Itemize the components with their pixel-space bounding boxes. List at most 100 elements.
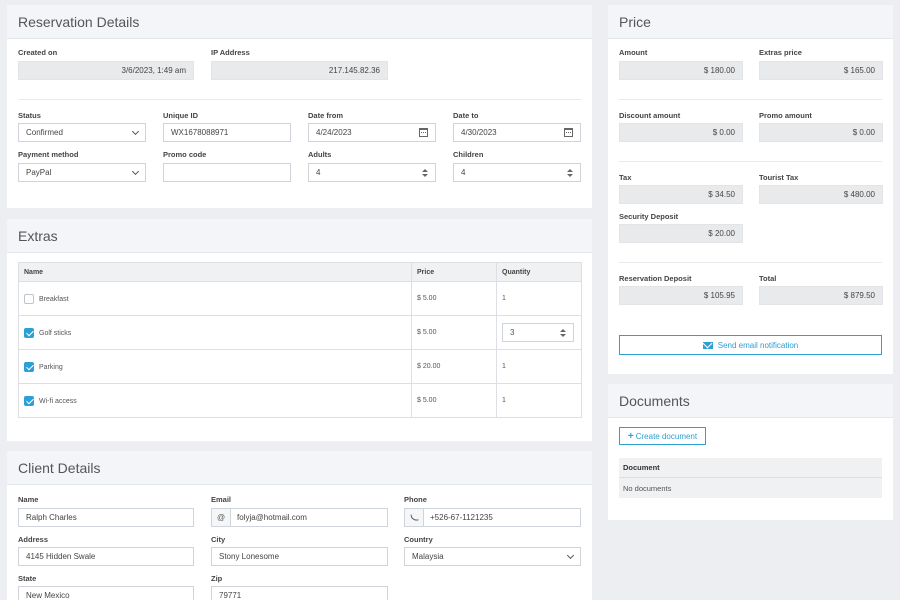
extra-price-cell: $ 5.00 bbox=[411, 383, 497, 418]
created-on-label: Created on bbox=[18, 48, 58, 57]
column-header: Name bbox=[18, 262, 412, 282]
payment-select[interactable]: PayPal bbox=[18, 163, 146, 182]
status-label: Status bbox=[18, 111, 41, 120]
tourist-tax-field: $ 480.00 bbox=[759, 185, 883, 204]
documents-table: Document No documents bbox=[619, 458, 882, 498]
extra-name-cell: Breakfast bbox=[18, 281, 412, 316]
payment-label: Payment method bbox=[18, 150, 79, 159]
discount-label: Discount amount bbox=[619, 111, 681, 120]
discount-field: $ 0.00 bbox=[619, 123, 743, 142]
table-row: Golf sticks $ 5.00 3 bbox=[18, 315, 582, 350]
name-input[interactable]: Ralph Charles bbox=[18, 508, 194, 527]
extra-price-cell: $ 5.00 bbox=[411, 315, 497, 350]
extra-quantity-cell: 1 bbox=[496, 349, 582, 384]
plus-icon: + bbox=[627, 430, 634, 442]
extra-quantity-cell: 1 bbox=[496, 383, 582, 418]
ip-label: IP Address bbox=[211, 48, 250, 57]
state-label: State bbox=[18, 574, 37, 583]
phone-icon bbox=[405, 509, 424, 526]
extra-price-cell: $ 5.00 bbox=[411, 281, 497, 316]
extra-name-cell: Golf sticks bbox=[18, 315, 412, 350]
security-deposit-label: Security Deposit bbox=[619, 212, 679, 221]
send-email-button[interactable]: Send email notification bbox=[619, 335, 882, 355]
table-header-row: Name Price Quantity bbox=[18, 262, 582, 282]
amount-field: $ 180.00 bbox=[619, 61, 743, 80]
tourist-tax-label: Tourist Tax bbox=[759, 173, 799, 182]
total-label: Total bbox=[759, 274, 777, 283]
calendar-icon[interactable] bbox=[419, 128, 428, 137]
state-input[interactable]: New Mexico bbox=[18, 586, 194, 600]
date-to-label: Date to bbox=[453, 111, 479, 120]
country-label: Country bbox=[404, 535, 433, 544]
amount-label: Amount bbox=[619, 48, 648, 57]
children-stepper[interactable]: 4 bbox=[453, 163, 581, 182]
table-row: Breakfast $ 5.00 1 bbox=[18, 281, 582, 316]
children-label: Children bbox=[453, 150, 484, 159]
email-field[interactable]: @ folyja@hotmail.com bbox=[211, 508, 388, 527]
stepper-arrows-icon[interactable] bbox=[567, 168, 573, 177]
client-panel: Client Details Name Ralph Charles Email … bbox=[7, 451, 592, 600]
created-on-field: 3/6/2023, 1:49 am bbox=[18, 61, 194, 80]
promo-label: Promo code bbox=[163, 150, 207, 159]
empty-state: No documents bbox=[619, 478, 882, 498]
extra-price-cell: $ 20.00 bbox=[411, 349, 497, 384]
zip-input[interactable]: 79771 bbox=[211, 586, 388, 600]
tax-label: Tax bbox=[619, 173, 632, 182]
country-select[interactable]: Malaysia bbox=[404, 547, 581, 566]
quantity-stepper[interactable]: 3 bbox=[502, 323, 574, 342]
extras-table: Name Price Quantity Breakfast $ 5.00 1 G… bbox=[18, 262, 582, 418]
table-row: Wi-fi access $ 5.00 1 bbox=[18, 383, 582, 418]
phone-input[interactable]: +526-67-1121235 bbox=[404, 508, 581, 527]
city-label: City bbox=[211, 535, 226, 544]
extra-quantity-cell: 1 bbox=[496, 281, 582, 316]
calendar-icon[interactable] bbox=[564, 128, 573, 137]
reservation-title: Reservation Details bbox=[7, 5, 592, 39]
tax-field: $ 34.50 bbox=[619, 185, 743, 204]
security-deposit-field: $ 20.00 bbox=[619, 224, 743, 243]
divider bbox=[619, 262, 882, 263]
promo-amount-field: $ 0.00 bbox=[759, 123, 883, 142]
extra-name-cell: Parking bbox=[18, 349, 412, 384]
adults-stepper[interactable]: 4 bbox=[308, 163, 436, 182]
reservation-deposit-label: Reservation Deposit bbox=[619, 274, 692, 283]
checkbox[interactable] bbox=[24, 293, 34, 304]
create-document-button[interactable]: + Create document bbox=[619, 427, 706, 445]
promo-amount-label: Promo amount bbox=[759, 111, 812, 120]
extra-name-cell: Wi-fi access bbox=[18, 383, 412, 418]
extra-quantity-cell: 3 bbox=[496, 315, 582, 350]
address-label: Address bbox=[18, 535, 49, 544]
status-select[interactable]: Confirmed bbox=[18, 123, 146, 142]
chevron-down-icon bbox=[566, 551, 575, 559]
date-to-input[interactable]: 4/30/2023 bbox=[453, 123, 581, 142]
total-field: $ 879.50 bbox=[759, 286, 883, 305]
stepper-arrows-icon[interactable] bbox=[422, 168, 428, 177]
reservation-panel: Reservation Details Created on 3/6/2023,… bbox=[7, 5, 592, 208]
at-icon: @ bbox=[212, 509, 231, 526]
name-label: Name bbox=[18, 495, 39, 504]
column-header: Price bbox=[411, 262, 497, 282]
envelope-icon bbox=[702, 341, 713, 349]
divider bbox=[18, 99, 581, 100]
chevron-down-icon bbox=[131, 127, 140, 135]
documents-title: Documents bbox=[608, 384, 893, 418]
extras-title: Extras bbox=[7, 219, 592, 253]
date-from-label: Date from bbox=[308, 111, 344, 120]
price-title: Price bbox=[608, 5, 893, 39]
checkbox[interactable] bbox=[24, 395, 34, 406]
address-input[interactable]: 4145 Hidden Swale bbox=[18, 547, 194, 566]
zip-label: Zip bbox=[211, 574, 223, 583]
city-input[interactable]: Stony Lonesome bbox=[211, 547, 388, 566]
extras-panel: Extras Name Price Quantity Breakfast $ 5… bbox=[7, 219, 592, 441]
unique-id-input[interactable]: WX1678088971 bbox=[163, 123, 291, 142]
promo-input[interactable] bbox=[163, 163, 291, 182]
checkbox[interactable] bbox=[24, 361, 34, 372]
checkbox[interactable] bbox=[24, 327, 34, 338]
divider bbox=[619, 99, 882, 100]
date-from-input[interactable]: 4/24/2023 bbox=[308, 123, 436, 142]
extras-price-label: Extras price bbox=[759, 48, 802, 57]
price-panel: Price Amount $ 180.00 Extras price $ 165… bbox=[608, 5, 893, 374]
email-label: Email bbox=[211, 495, 232, 504]
reservation-deposit-field: $ 105.95 bbox=[619, 286, 743, 305]
client-title: Client Details bbox=[7, 451, 592, 485]
stepper-arrows-icon[interactable] bbox=[560, 328, 566, 337]
